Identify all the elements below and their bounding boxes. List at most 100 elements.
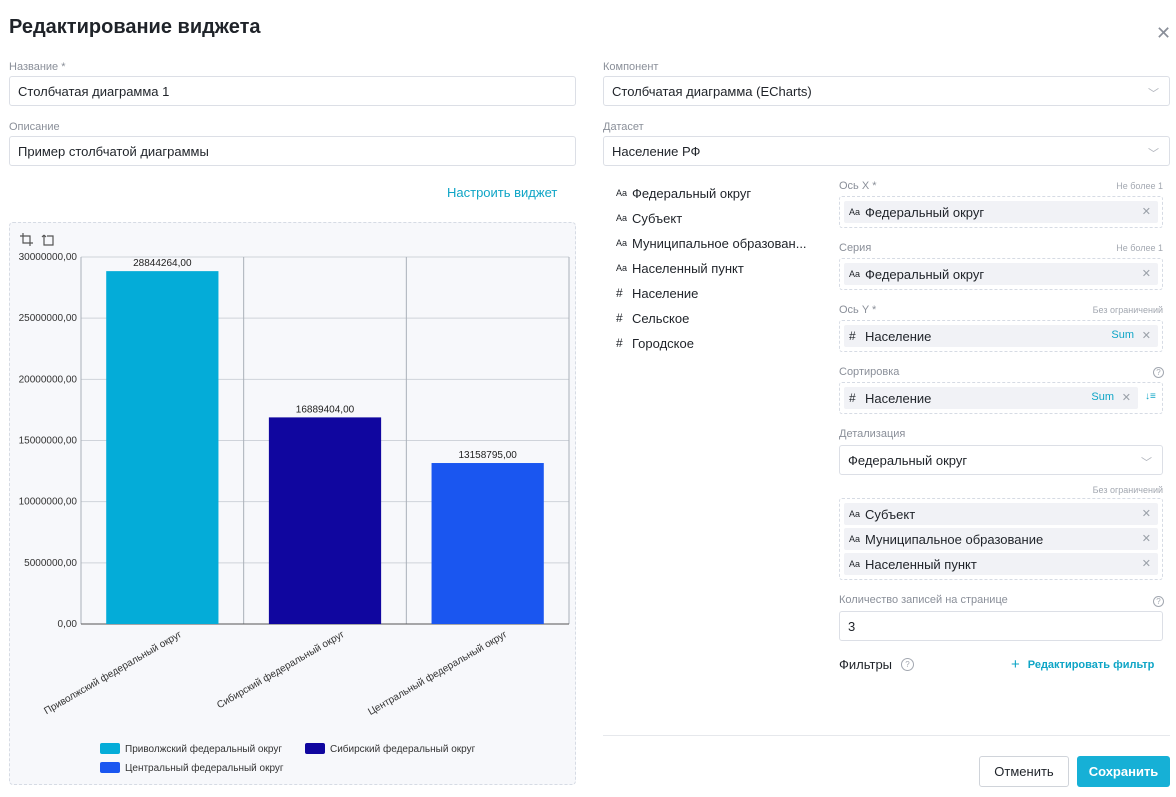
field-item-federal-district[interactable]: Aa Федеральный округ (616, 183, 751, 203)
y-axis-dropzone[interactable]: # Население Sum ✕ (839, 320, 1163, 352)
legend-swatch (100, 743, 120, 754)
x-axis-chip[interactable]: Aa Федеральный округ ✕ (844, 201, 1158, 223)
remove-icon[interactable]: ✕ (1141, 508, 1151, 520)
field-item-population[interactable]: # Население (616, 283, 698, 303)
field-item-urban[interactable]: # Городское (616, 333, 694, 353)
field-item-rural[interactable]: # Сельское (616, 308, 689, 328)
chart-toolbar (20, 233, 54, 246)
close-icon[interactable]: ✕ (1156, 23, 1172, 43)
name-label: Название * (9, 61, 66, 73)
remove-icon[interactable]: ✕ (1141, 330, 1151, 342)
detail-select[interactable]: Федеральный округ ﹀ (839, 445, 1163, 475)
name-input[interactable]: Столбчатая диаграмма 1 (9, 76, 576, 106)
sort-dropzone[interactable]: # Население Sum ✕ ↓≡ (839, 382, 1163, 414)
name-input-value: Столбчатая диаграмма 1 (18, 83, 170, 99)
x-axis-label: Ось X * (839, 180, 877, 192)
series-label: Серия (839, 242, 872, 254)
description-label: Описание (9, 121, 60, 133)
help-icon[interactable]: ? (1153, 367, 1164, 378)
number-type-icon: # (849, 329, 856, 343)
help-icon[interactable]: ? (901, 658, 914, 671)
remove-icon[interactable]: ✕ (1141, 558, 1151, 570)
series-dropzone[interactable]: Aa Федеральный округ ✕ (839, 258, 1163, 290)
y-tick-label: 15000000,00 (19, 436, 78, 447)
detail-select-value: Федеральный округ (848, 452, 968, 468)
x-axis-dropzone[interactable]: Aa Федеральный округ ✕ (839, 196, 1163, 228)
legend-label: Центральный федеральный округ (125, 762, 284, 774)
series-chip[interactable]: Aa Федеральный округ ✕ (844, 263, 1158, 285)
y-tick-label: 30000000,00 (19, 252, 78, 263)
text-type-icon: Aa (616, 213, 628, 223)
y-axis-chip[interactable]: # Население Sum ✕ (844, 325, 1158, 347)
save-button[interactable]: Сохранить (1077, 756, 1170, 787)
detail-hint: Без ограничений (1092, 485, 1163, 495)
plus-icon: + (1011, 656, 1020, 673)
x-axis-hint: Не более 1 (1116, 181, 1163, 191)
y-tick-label: 20000000,00 (19, 374, 78, 385)
zoom-reset-icon[interactable] (41, 234, 54, 246)
detail-dropzone[interactable]: Aa Субъект ✕ Aa Муниципальное образовани… (839, 498, 1163, 580)
text-type-icon: Aa (849, 509, 861, 519)
text-type-icon: Aa (849, 559, 861, 569)
edit-filter-link[interactable]: + Редактировать фильтр (1011, 656, 1154, 673)
remove-icon[interactable]: ✕ (1141, 268, 1151, 280)
field-label: Федеральный округ (632, 185, 752, 201)
detail-chip[interactable]: Aa Муниципальное образование ✕ (844, 528, 1158, 550)
chip-label: Населенный пункт (865, 556, 977, 572)
remove-icon[interactable]: ✕ (1141, 533, 1151, 545)
description-input[interactable]: Пример столбчатой диаграммы (9, 136, 576, 166)
chevron-down-icon: ﹀ (1141, 457, 1152, 469)
bar (106, 271, 219, 624)
legend-label: Приволжский федеральный округ (125, 743, 282, 755)
bar-value-label: 16889404,00 (296, 404, 355, 415)
edit-filter-label: Редактировать фильтр (1027, 658, 1155, 671)
number-type-icon: # (616, 336, 623, 350)
field-item-settlement[interactable]: Aa Населенный пункт (616, 258, 744, 278)
chevron-down-icon: ﹀ (1148, 88, 1159, 100)
detail-chip[interactable]: Aa Субъект ✕ (844, 503, 1158, 525)
aggregation-toggle[interactable]: Sum (1091, 391, 1114, 403)
dataset-select-value: Население РФ (612, 143, 701, 159)
x-tick-label: Центральный федеральный округ (366, 628, 510, 718)
help-icon[interactable]: ? (1153, 596, 1164, 607)
component-label: Компонент (603, 61, 659, 73)
field-item-subject[interactable]: Aa Субъект (616, 208, 682, 228)
sort-order-icon[interactable]: ↓≡ (1145, 391, 1156, 402)
remove-icon[interactable]: ✕ (1141, 206, 1151, 218)
remove-icon[interactable]: ✕ (1121, 392, 1131, 404)
field-item-municipality[interactable]: Aa Муниципальное образован... (616, 233, 807, 253)
field-label: Муниципальное образован... (632, 235, 807, 251)
filters-label: Фильтры (839, 657, 893, 672)
y-axis-hint: Без ограничений (1092, 305, 1163, 315)
page-size-label: Количество записей на странице (839, 594, 1008, 606)
y-tick-label: 0,00 (58, 619, 78, 630)
page-size-input[interactable]: 3 (839, 611, 1163, 641)
text-type-icon: Aa (849, 534, 861, 544)
configure-widget-link[interactable]: Настроить виджет (447, 185, 558, 200)
cancel-button[interactable]: Отменить (979, 756, 1069, 787)
text-type-icon: Aa (616, 188, 628, 198)
number-type-icon: # (616, 286, 623, 300)
number-type-icon: # (849, 391, 856, 405)
sort-chip[interactable]: # Население Sum ✕ (844, 387, 1138, 409)
field-label: Субъект (632, 210, 683, 226)
chart-preview-panel: 0,00 5000000,00 10000000,00 15000000,00 2000… (9, 222, 576, 785)
sort-label: Сортировка (839, 366, 900, 378)
component-select[interactable]: Столбчатая диаграмма (ECharts) ﹀ (603, 76, 1170, 106)
chevron-down-icon: ﹀ (1148, 148, 1159, 160)
dialog-title: Редактирование виджета (9, 16, 261, 38)
dataset-select[interactable]: Население РФ ﹀ (603, 136, 1170, 166)
aggregation-toggle[interactable]: Sum (1111, 329, 1134, 341)
component-select-value: Столбчатая диаграмма (ECharts) (612, 83, 812, 99)
field-label: Городское (632, 335, 694, 351)
text-type-icon: Aa (849, 207, 861, 217)
zoom-icon[interactable] (20, 233, 33, 246)
bar (431, 463, 544, 624)
legend-swatch (305, 743, 325, 754)
description-input-value: Пример столбчатой диаграммы (18, 143, 209, 159)
chip-label: Федеральный округ (865, 204, 985, 220)
legend-label: Сибирский федеральный округ (330, 743, 476, 755)
page-size-value: 3 (848, 618, 856, 634)
legend-swatch (100, 762, 120, 773)
detail-chip[interactable]: Aa Населенный пункт ✕ (844, 553, 1158, 575)
